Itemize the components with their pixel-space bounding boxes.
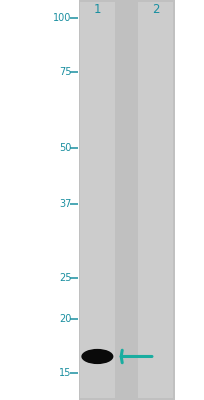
Text: 37: 37 [59, 199, 71, 209]
Bar [80, 2, 114, 398]
Bar [79, 0, 174, 400]
Text: 15: 15 [59, 368, 71, 378]
Ellipse shape [81, 349, 113, 364]
Bar [138, 2, 172, 398]
Text: 75: 75 [59, 67, 71, 77]
Text: 20: 20 [59, 314, 71, 324]
Text: 100: 100 [53, 13, 71, 23]
Text: 50: 50 [59, 143, 71, 153]
Text: 2: 2 [151, 4, 159, 16]
Text: 25: 25 [59, 272, 71, 282]
Text: 1: 1 [93, 4, 101, 16]
